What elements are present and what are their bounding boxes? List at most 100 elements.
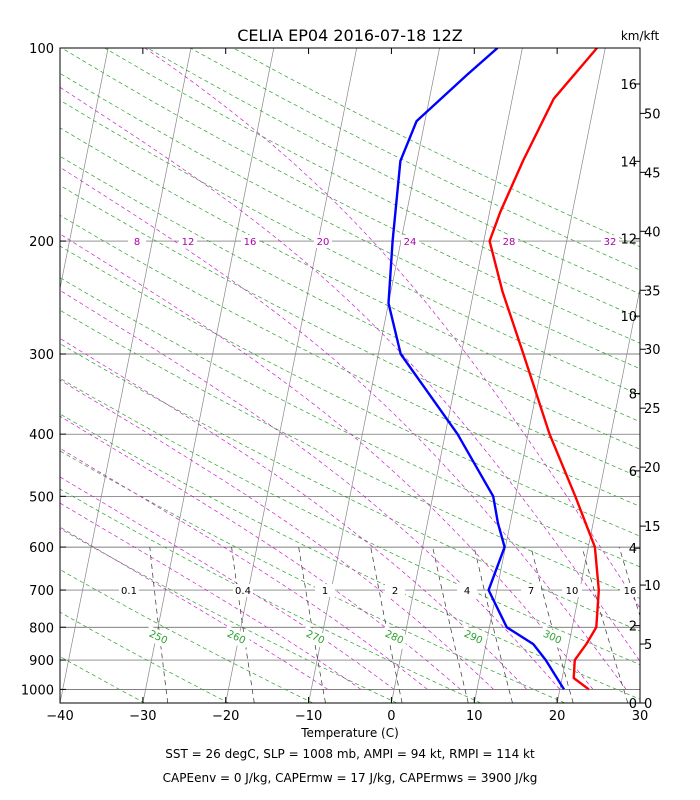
height-km-label: 10	[620, 310, 637, 325]
pressure-tick-label: 900	[29, 654, 54, 669]
dry-adiabat-line	[60, 702, 61, 703]
mixing-ratio-line	[370, 547, 403, 703]
mixing-ratio-label-bg	[233, 584, 253, 598]
x-tick-label: −20	[212, 709, 239, 724]
mixing-ratio-label: 16	[624, 586, 637, 597]
mixing-ratio-label: 0.4	[235, 586, 251, 597]
axes: −40 −30 −20 −10 0 10 20 30100200300400500600700…	[21, 42, 661, 724]
x-tick-label: −10	[295, 709, 322, 724]
mixing-ratio-label: 2	[392, 586, 398, 597]
isotherm-line	[225, 48, 358, 703]
pressure-tick-label: 800	[29, 621, 54, 636]
mixing-ratio-label: 4	[464, 586, 470, 597]
pressure-tick-label: 700	[29, 584, 54, 599]
mixing-ratio-line	[473, 547, 513, 703]
isotherm-line	[0, 48, 25, 703]
dry-adiabat-label-bg	[458, 625, 489, 650]
moist-adiabat-line	[60, 502, 362, 690]
mixing-ratio-label-bg	[620, 584, 640, 598]
pressure-tick-label: 600	[29, 541, 54, 556]
dry-adiabat-line	[60, 72, 640, 370]
pressure-tick-label: 500	[29, 490, 54, 505]
mixing-ratio-line	[432, 547, 469, 703]
mixing-ratio-line	[298, 547, 326, 703]
moist-adiabat-label-bg	[500, 235, 518, 249]
x-tick-label: −40	[46, 709, 73, 724]
height-km-label: 8	[629, 387, 637, 402]
pressure-tick-label: 1000	[21, 683, 54, 698]
dry-adiabat-line	[60, 413, 640, 700]
moist-adiabat-line	[60, 447, 428, 690]
background-lines	[0, 48, 640, 703]
moist-adiabat-label: 20	[317, 237, 330, 248]
height-km-label: 0	[629, 697, 637, 712]
mixing-ratio-label-bg	[315, 584, 335, 598]
dry-adiabat-line	[60, 309, 640, 599]
height-kft-label: 30	[644, 343, 661, 358]
mixing-ratio-label: 10	[566, 586, 579, 597]
mixing-ratio-label-bg	[562, 584, 582, 598]
pressure-tick-label: 100	[29, 42, 54, 57]
moist-adiabat-line	[60, 379, 494, 690]
x-tick-label: 0	[387, 709, 395, 724]
mixing-ratio-label-bg	[521, 584, 541, 598]
dry-adiabat-line	[61, 48, 640, 344]
x-axis-label: Temperature (C)	[300, 726, 399, 740]
x-tick-label: 20	[549, 709, 566, 724]
dry-adiabat-line	[60, 656, 145, 703]
pressure-tick-label: 300	[29, 348, 54, 363]
height-km-label: 4	[629, 542, 637, 557]
footer-line-1: SST = 26 degC, SLP = 1008 mb, AMPI = 94 …	[165, 747, 535, 761]
pressure-tick-label: 400	[29, 428, 54, 443]
moist-adiabat-label-bg	[401, 235, 419, 249]
dry-adiabat-line	[60, 528, 397, 703]
dry-adiabat-line	[60, 488, 481, 703]
dry-adiabat-line	[60, 450, 565, 703]
height-kft-label: 50	[644, 107, 661, 122]
moist-adiabat-line	[60, 415, 461, 690]
height-kft-label: 45	[644, 166, 661, 181]
pressure-tick-label: 200	[29, 235, 54, 250]
dry-adiabat-line	[60, 99, 640, 396]
isotherm-line	[556, 286, 640, 703]
chart-title: CELIA EP04 2016-07-18 12Z	[237, 26, 463, 45]
profile-series	[387, 48, 600, 691]
dry-adiabat-label-bg	[143, 625, 174, 650]
moist-adiabat-line	[60, 526, 329, 690]
moist-adiabat-line	[60, 86, 640, 663]
moist-adiabat-label: 8	[134, 237, 140, 248]
profile-line	[387, 48, 566, 691]
height-km-label: 14	[620, 155, 637, 170]
moist-adiabat-line	[60, 476, 395, 690]
x-tick-label: −30	[129, 709, 156, 724]
dry-adiabat-label-bg	[221, 625, 252, 650]
height-kft-label: 10	[644, 579, 661, 594]
mixing-ratio-label: 1	[322, 586, 328, 597]
dry-adiabat-line	[233, 48, 640, 248]
height-kft-label: 40	[644, 225, 661, 240]
isotherm-line	[60, 48, 109, 291]
moist-adiabat-label: 24	[404, 237, 417, 248]
height-kft-label: 25	[644, 402, 661, 417]
moist-adiabat-label-bg	[179, 235, 197, 249]
x-tick-label: 10	[466, 709, 483, 724]
moist-adiabat-label-bg	[601, 235, 619, 249]
mixing-ratio-label-bg	[385, 584, 405, 598]
moist-adiabat-label-bg	[314, 235, 332, 249]
dry-adiabat-line	[104, 48, 640, 319]
mixing-ratio-line	[530, 547, 574, 703]
x-tick-label: 30	[632, 709, 649, 724]
dry-adiabat-line	[60, 245, 640, 537]
isotherm-line	[60, 48, 192, 703]
dry-adiabat-line	[60, 277, 640, 568]
mixing-ratio-label: 0.1	[121, 586, 137, 597]
isotherm-line	[391, 48, 523, 703]
profile-line	[488, 48, 600, 691]
height-km-label: 6	[629, 465, 637, 480]
height-kft-label: 15	[644, 520, 661, 535]
moist-adiabat-label-bg	[241, 235, 259, 249]
dry-adiabat-line	[60, 377, 640, 666]
mixing-ratio-line	[581, 547, 629, 703]
